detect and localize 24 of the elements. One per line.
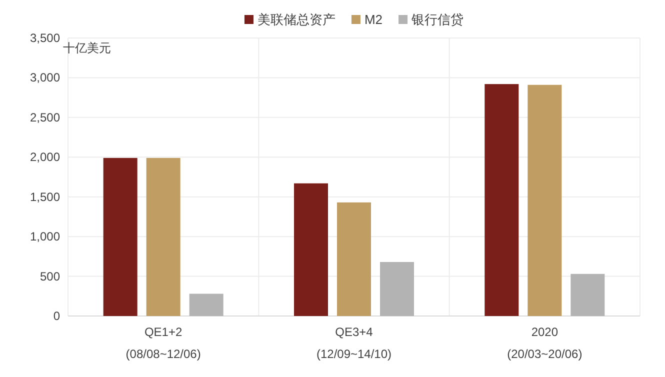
bar <box>484 84 519 316</box>
y-tick-label: 2,000 <box>30 150 60 164</box>
x-tick-label: QE1+2 (08/08~12/06) <box>126 325 201 361</box>
bar <box>146 158 180 316</box>
x-tick-label: 2020 (20/03~20/06) <box>507 325 582 361</box>
y-tick-label: 1,500 <box>30 190 60 204</box>
x-tick-label: QE3+4 (12/09~14/10) <box>316 325 392 361</box>
y-axis-title: 十亿美元 <box>63 41 111 55</box>
bar <box>570 274 605 316</box>
y-tick-label: 3,500 <box>30 31 60 45</box>
bar <box>189 294 224 316</box>
bar <box>294 183 328 316</box>
y-tick-label: 1,000 <box>30 230 60 244</box>
bar <box>337 202 371 316</box>
y-tick-label: 500 <box>40 269 60 284</box>
bar <box>528 84 562 316</box>
legend-label: 银行信贷 <box>410 12 464 27</box>
y-tick-label: 2,500 <box>30 110 60 124</box>
bar <box>103 158 138 316</box>
legend-label: M2 <box>364 12 383 27</box>
legend-label: 美联储总资产 <box>257 12 336 27</box>
y-tick-label: 0 <box>53 309 60 323</box>
bar <box>380 262 414 316</box>
y-tick-label: 3,000 <box>30 70 60 85</box>
